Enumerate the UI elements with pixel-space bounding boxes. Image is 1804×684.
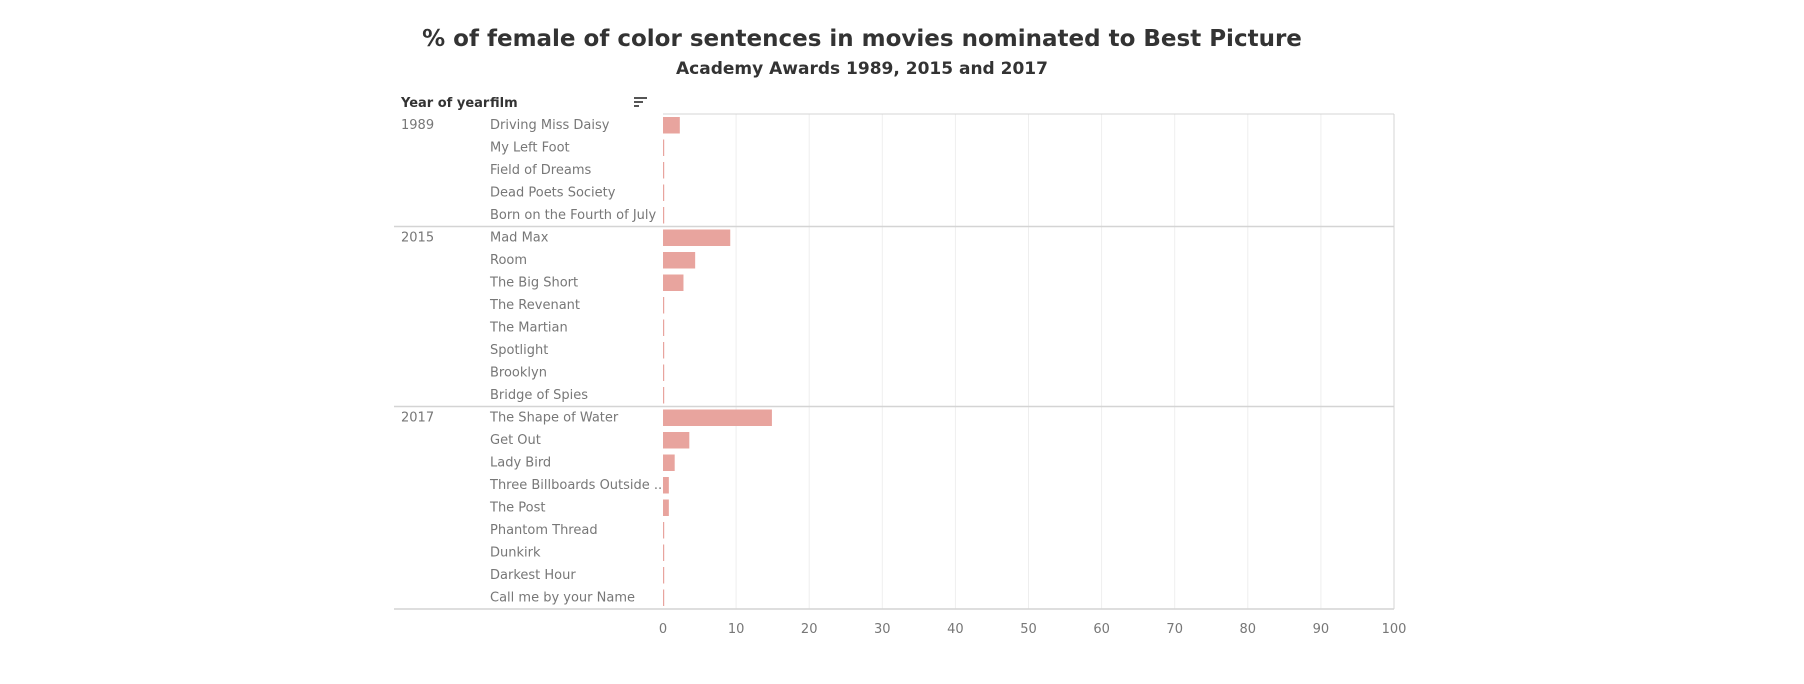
x-tick-label: 60 — [1093, 622, 1110, 637]
bar — [663, 207, 665, 224]
film-label: Call me by your Name — [490, 591, 635, 606]
bar — [663, 117, 680, 134]
x-tick-label: 50 — [1020, 622, 1037, 637]
bar — [663, 432, 690, 449]
bar — [663, 274, 684, 291]
bar — [663, 319, 665, 336]
bar — [663, 342, 665, 359]
x-tick-label: 70 — [1166, 622, 1183, 637]
x-tick-label: 80 — [1240, 622, 1257, 637]
bar — [663, 229, 731, 246]
bar — [663, 454, 675, 471]
film-label: My Left Foot — [490, 141, 570, 156]
bar — [663, 297, 665, 314]
x-tick-label: 40 — [947, 622, 964, 637]
sort-icon[interactable] — [634, 96, 648, 108]
bar — [663, 387, 665, 404]
film-label: Dead Poets Society — [490, 186, 616, 201]
x-tick-label: 90 — [1313, 622, 1330, 637]
x-tick-label: 20 — [801, 622, 818, 637]
film-label: Lady Bird — [490, 456, 551, 471]
film-label: Darkest Hour — [490, 568, 576, 583]
bar — [663, 477, 669, 494]
film-label: The Big Short — [489, 276, 578, 291]
bar — [663, 544, 665, 561]
film-label: Room — [490, 253, 527, 268]
bar — [663, 589, 665, 606]
film-label: Brooklyn — [490, 366, 547, 381]
film-label: Get Out — [490, 433, 541, 448]
x-tick-label: 100 — [1382, 622, 1407, 637]
film-label: Three Billboards Outside .. — [489, 478, 662, 493]
bar — [663, 567, 665, 584]
film-label: Bridge of Spies — [490, 388, 588, 403]
bar — [663, 409, 772, 426]
film-label: The Post — [489, 501, 546, 516]
film-label: Driving Miss Daisy — [490, 118, 610, 133]
x-tick-label: 30 — [874, 622, 891, 637]
bar — [663, 364, 665, 381]
bar — [663, 184, 665, 201]
year-column-header[interactable]: Year of year — [401, 96, 490, 111]
year-label: 2017 — [401, 411, 434, 426]
bar — [663, 499, 669, 516]
bar — [663, 162, 665, 179]
chart-subtitle: Academy Awards 1989, 2015 and 2017 — [676, 59, 1048, 79]
chart-title: % of female of color sentences in movies… — [422, 26, 1302, 52]
bar — [663, 139, 665, 156]
year-label: 1989 — [401, 118, 434, 133]
film-label: Born on the Fourth of July — [490, 208, 657, 223]
bar — [663, 522, 665, 539]
film-column-header[interactable]: film — [490, 96, 518, 111]
film-label: The Martian — [489, 321, 568, 336]
film-label: Spotlight — [490, 343, 548, 358]
film-label: Mad Max — [490, 231, 549, 246]
film-label: The Revenant — [489, 298, 580, 313]
bar — [663, 252, 696, 269]
year-label: 2015 — [401, 231, 434, 246]
x-tick-label: 10 — [728, 622, 745, 637]
film-label: The Shape of Water — [489, 411, 619, 426]
film-label: Field of Dreams — [490, 163, 591, 178]
film-label: Dunkirk — [490, 546, 541, 561]
film-label: Phantom Thread — [490, 523, 598, 538]
x-tick-label: 0 — [659, 622, 667, 637]
